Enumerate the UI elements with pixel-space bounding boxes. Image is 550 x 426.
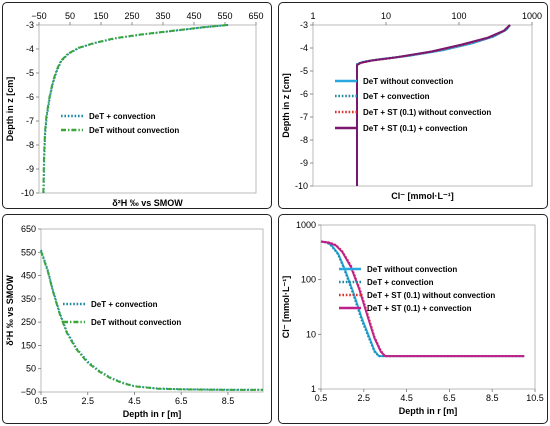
y-tick-label: 450 (21, 271, 36, 281)
x-tick-label: 1000 (522, 11, 542, 21)
legend-label: DeT + ST (0.1) without convection (367, 291, 495, 300)
y-tick-label: -4 (26, 44, 34, 54)
x-tick-label: 0.5 (35, 396, 48, 406)
y-tick-label: 1 (311, 384, 316, 394)
y-tick-label: -3 (300, 20, 308, 30)
chart-top-left: −50 50 150 250 350 450 550 650 -3 -4 -5 -6 -7 -8 -9 -10… (5, 11, 264, 207)
x-tick-label: 10.5 (526, 393, 544, 403)
y-tick-label: 10 (306, 329, 316, 339)
series-line-2 (42, 24, 227, 194)
chart-bottom-right: 0.5 2.5 4.5 6.5 8.5 10.5 1000 100 10 1 Depth in r … (281, 220, 544, 416)
legend-label: DeT + convection (89, 112, 156, 121)
x-tick-label: 8.5 (486, 393, 499, 403)
x-tick-label: 0.5 (315, 393, 328, 403)
y-tick-label: -9 (300, 158, 308, 168)
y-tick-label: -6 (300, 89, 308, 99)
y-tick-label: -10 (295, 181, 308, 191)
x-axis-label: Depth in r [m] (399, 406, 458, 416)
series-line-2 (356, 24, 511, 186)
legend-label: DeT + ST (0.1) + convection (363, 124, 468, 133)
x-tick-label: −50 (31, 11, 46, 21)
series-line-4 (320, 240, 525, 358)
x-tick-label: 250 (124, 11, 139, 21)
legend-label: DeT + convection (367, 278, 434, 287)
x-tick-label: 100 (451, 11, 466, 21)
x-tick-label: 350 (155, 11, 170, 21)
x-tick-label: 10 (381, 11, 391, 21)
y-tick-label: 250 (21, 317, 36, 327)
series-line-4 (356, 24, 511, 186)
plot-area (40, 228, 264, 393)
legend-label: DeT without convection (367, 265, 457, 274)
panel-top-right: 1 10 100 1000 -3 -4 -5 -6 -7 -8 -9 -10 Cl⁻ [mmol·L⁻¹… (278, 2, 548, 209)
y-axis-label: Depth in z [cm] (5, 77, 15, 142)
legend-label: DeT + ST (0.1) + convection (367, 304, 472, 313)
y-axis-label: Cl⁻ [mmol·L⁻¹] (281, 276, 291, 339)
plot-area (312, 24, 533, 187)
legend-label: DeT without convection (363, 77, 453, 86)
y-tick-label: 1000 (296, 220, 316, 230)
panel-bottom-left: 0.5 2.5 4.5 6.5 8.5 650 550 450 350 250 150 50 −50 De… (2, 214, 272, 424)
y-tick-label: -7 (300, 112, 308, 122)
series-line-1 (356, 24, 511, 186)
y-axis-label: δ²H ‰ vs SMOW (5, 275, 15, 346)
legend-label: DeT without convection (89, 126, 179, 135)
x-axis-label: δ²H ‰ vs SMOW (112, 198, 183, 207)
y-tick-label: 100 (301, 275, 316, 285)
y-tick-label: -4 (300, 43, 308, 53)
y-tick-label: -7 (26, 116, 34, 126)
y-tick-label: -5 (300, 66, 308, 76)
x-tick-label: 1 (310, 11, 315, 21)
x-tick-label: 6.5 (175, 396, 188, 406)
series-line-2 (40, 250, 263, 391)
x-axis-label: Cl⁻ [mmol·L⁻¹] (391, 191, 454, 201)
y-axis-label: Depth in z [cm] (281, 73, 291, 138)
panel-top-left: −50 50 150 250 350 450 550 650 -3 -4 -5 -6 -7 -8 -9 -10… (2, 2, 272, 209)
y-tick-label: -3 (26, 20, 34, 30)
y-tick-label: −50 (21, 387, 36, 397)
y-tick-label: -9 (26, 164, 34, 174)
series-line-3 (356, 24, 511, 186)
x-tick-label: 50 (65, 11, 75, 21)
x-tick-label: 150 (93, 11, 108, 21)
y-tick-label: 550 (21, 247, 36, 257)
x-tick-label: 2.5 (358, 393, 371, 403)
y-tick-label: 150 (21, 340, 36, 350)
y-tick-label: -10 (21, 188, 34, 198)
x-tick-label: 8.5 (222, 396, 235, 406)
x-axis-label: Depth in r [m] (123, 409, 182, 419)
x-tick-label: 550 (217, 11, 232, 21)
series-line-1 (42, 24, 229, 194)
x-tick-label: 6.5 (443, 393, 456, 403)
y-tick-label: -6 (26, 92, 34, 102)
y-tick-label: -8 (300, 135, 308, 145)
y-tick-label: 350 (21, 294, 36, 304)
x-tick-label: 4.5 (128, 396, 141, 406)
y-tick-label: 50 (26, 364, 36, 374)
plot-area (38, 24, 257, 194)
chart-bottom-left: 0.5 2.5 4.5 6.5 8.5 650 550 450 350 250 150 50 −50 De… (5, 224, 264, 419)
panel-bottom-right: 0.5 2.5 4.5 6.5 8.5 10.5 1000 100 10 1 Depth in r … (278, 214, 548, 424)
legend-label: DeT + convection (91, 300, 158, 309)
y-tick-label: -8 (26, 140, 34, 150)
chart-top-right: 1 10 100 1000 -3 -4 -5 -6 -7 -8 -9 -10 Cl⁻ [mmol·L⁻¹… (281, 11, 542, 201)
legend-label: DeT + ST (0.1) without convection (363, 108, 491, 117)
x-tick-label: 2.5 (81, 396, 94, 406)
legend-label: DeT + convection (363, 92, 430, 101)
x-tick-label: 650 (248, 11, 263, 21)
plot-area (320, 224, 536, 390)
legend-label: DeT without convection (91, 318, 181, 327)
y-tick-label: 650 (21, 224, 36, 234)
y-tick-label: -5 (26, 68, 34, 78)
x-tick-label: 450 (186, 11, 201, 21)
x-tick-label: 4.5 (400, 393, 413, 403)
